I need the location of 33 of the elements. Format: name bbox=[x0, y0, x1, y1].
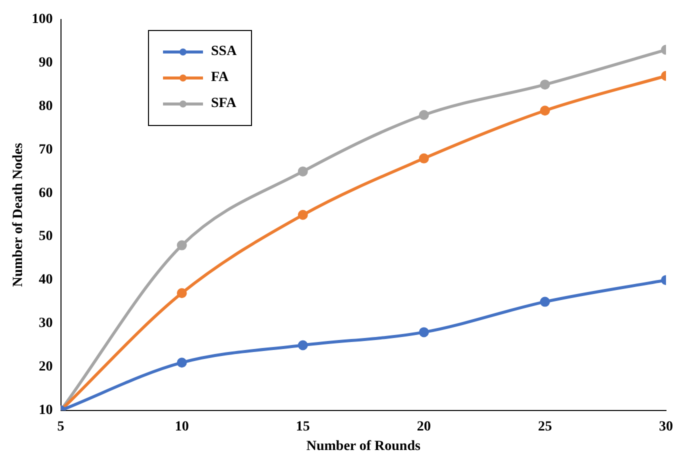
x-axis-title: Number of Rounds bbox=[306, 439, 421, 454]
point bbox=[540, 296, 550, 307]
point bbox=[418, 110, 429, 120]
x-tick-label: 25 bbox=[538, 419, 552, 434]
y-tick-label: 50 bbox=[38, 229, 53, 244]
legend-label: SSA bbox=[211, 44, 237, 60]
point bbox=[176, 288, 187, 298]
x-tick-label: 5 bbox=[57, 419, 64, 434]
y-tick-label: 70 bbox=[38, 142, 53, 158]
y-tick-label: 100 bbox=[32, 12, 53, 28]
point bbox=[298, 166, 308, 176]
y-tick-label: 90 bbox=[38, 55, 53, 70]
point bbox=[176, 240, 187, 250]
x-tick-label: 30 bbox=[659, 419, 673, 434]
point bbox=[418, 327, 429, 338]
legend-label: SFA bbox=[211, 96, 236, 112]
y-tick-label: 10 bbox=[38, 403, 53, 418]
point bbox=[540, 106, 550, 116]
point bbox=[540, 80, 550, 90]
point bbox=[298, 210, 308, 220]
point bbox=[176, 358, 187, 368]
y-tick-label: 40 bbox=[38, 272, 53, 288]
point bbox=[418, 153, 429, 164]
y-tick-label: 60 bbox=[38, 186, 53, 201]
x-tick-label: 10 bbox=[174, 419, 189, 434]
y-tick-label: 20 bbox=[38, 360, 53, 375]
x-tick-label: 20 bbox=[416, 419, 431, 434]
point bbox=[298, 340, 308, 350]
x-tick-label: 15 bbox=[296, 419, 310, 434]
y-tick-label: 30 bbox=[38, 316, 53, 332]
y-tick-label: 80 bbox=[38, 98, 53, 114]
y-axis-title: Number of Death Nodes bbox=[11, 142, 26, 287]
legend-label: FA bbox=[211, 70, 229, 86]
